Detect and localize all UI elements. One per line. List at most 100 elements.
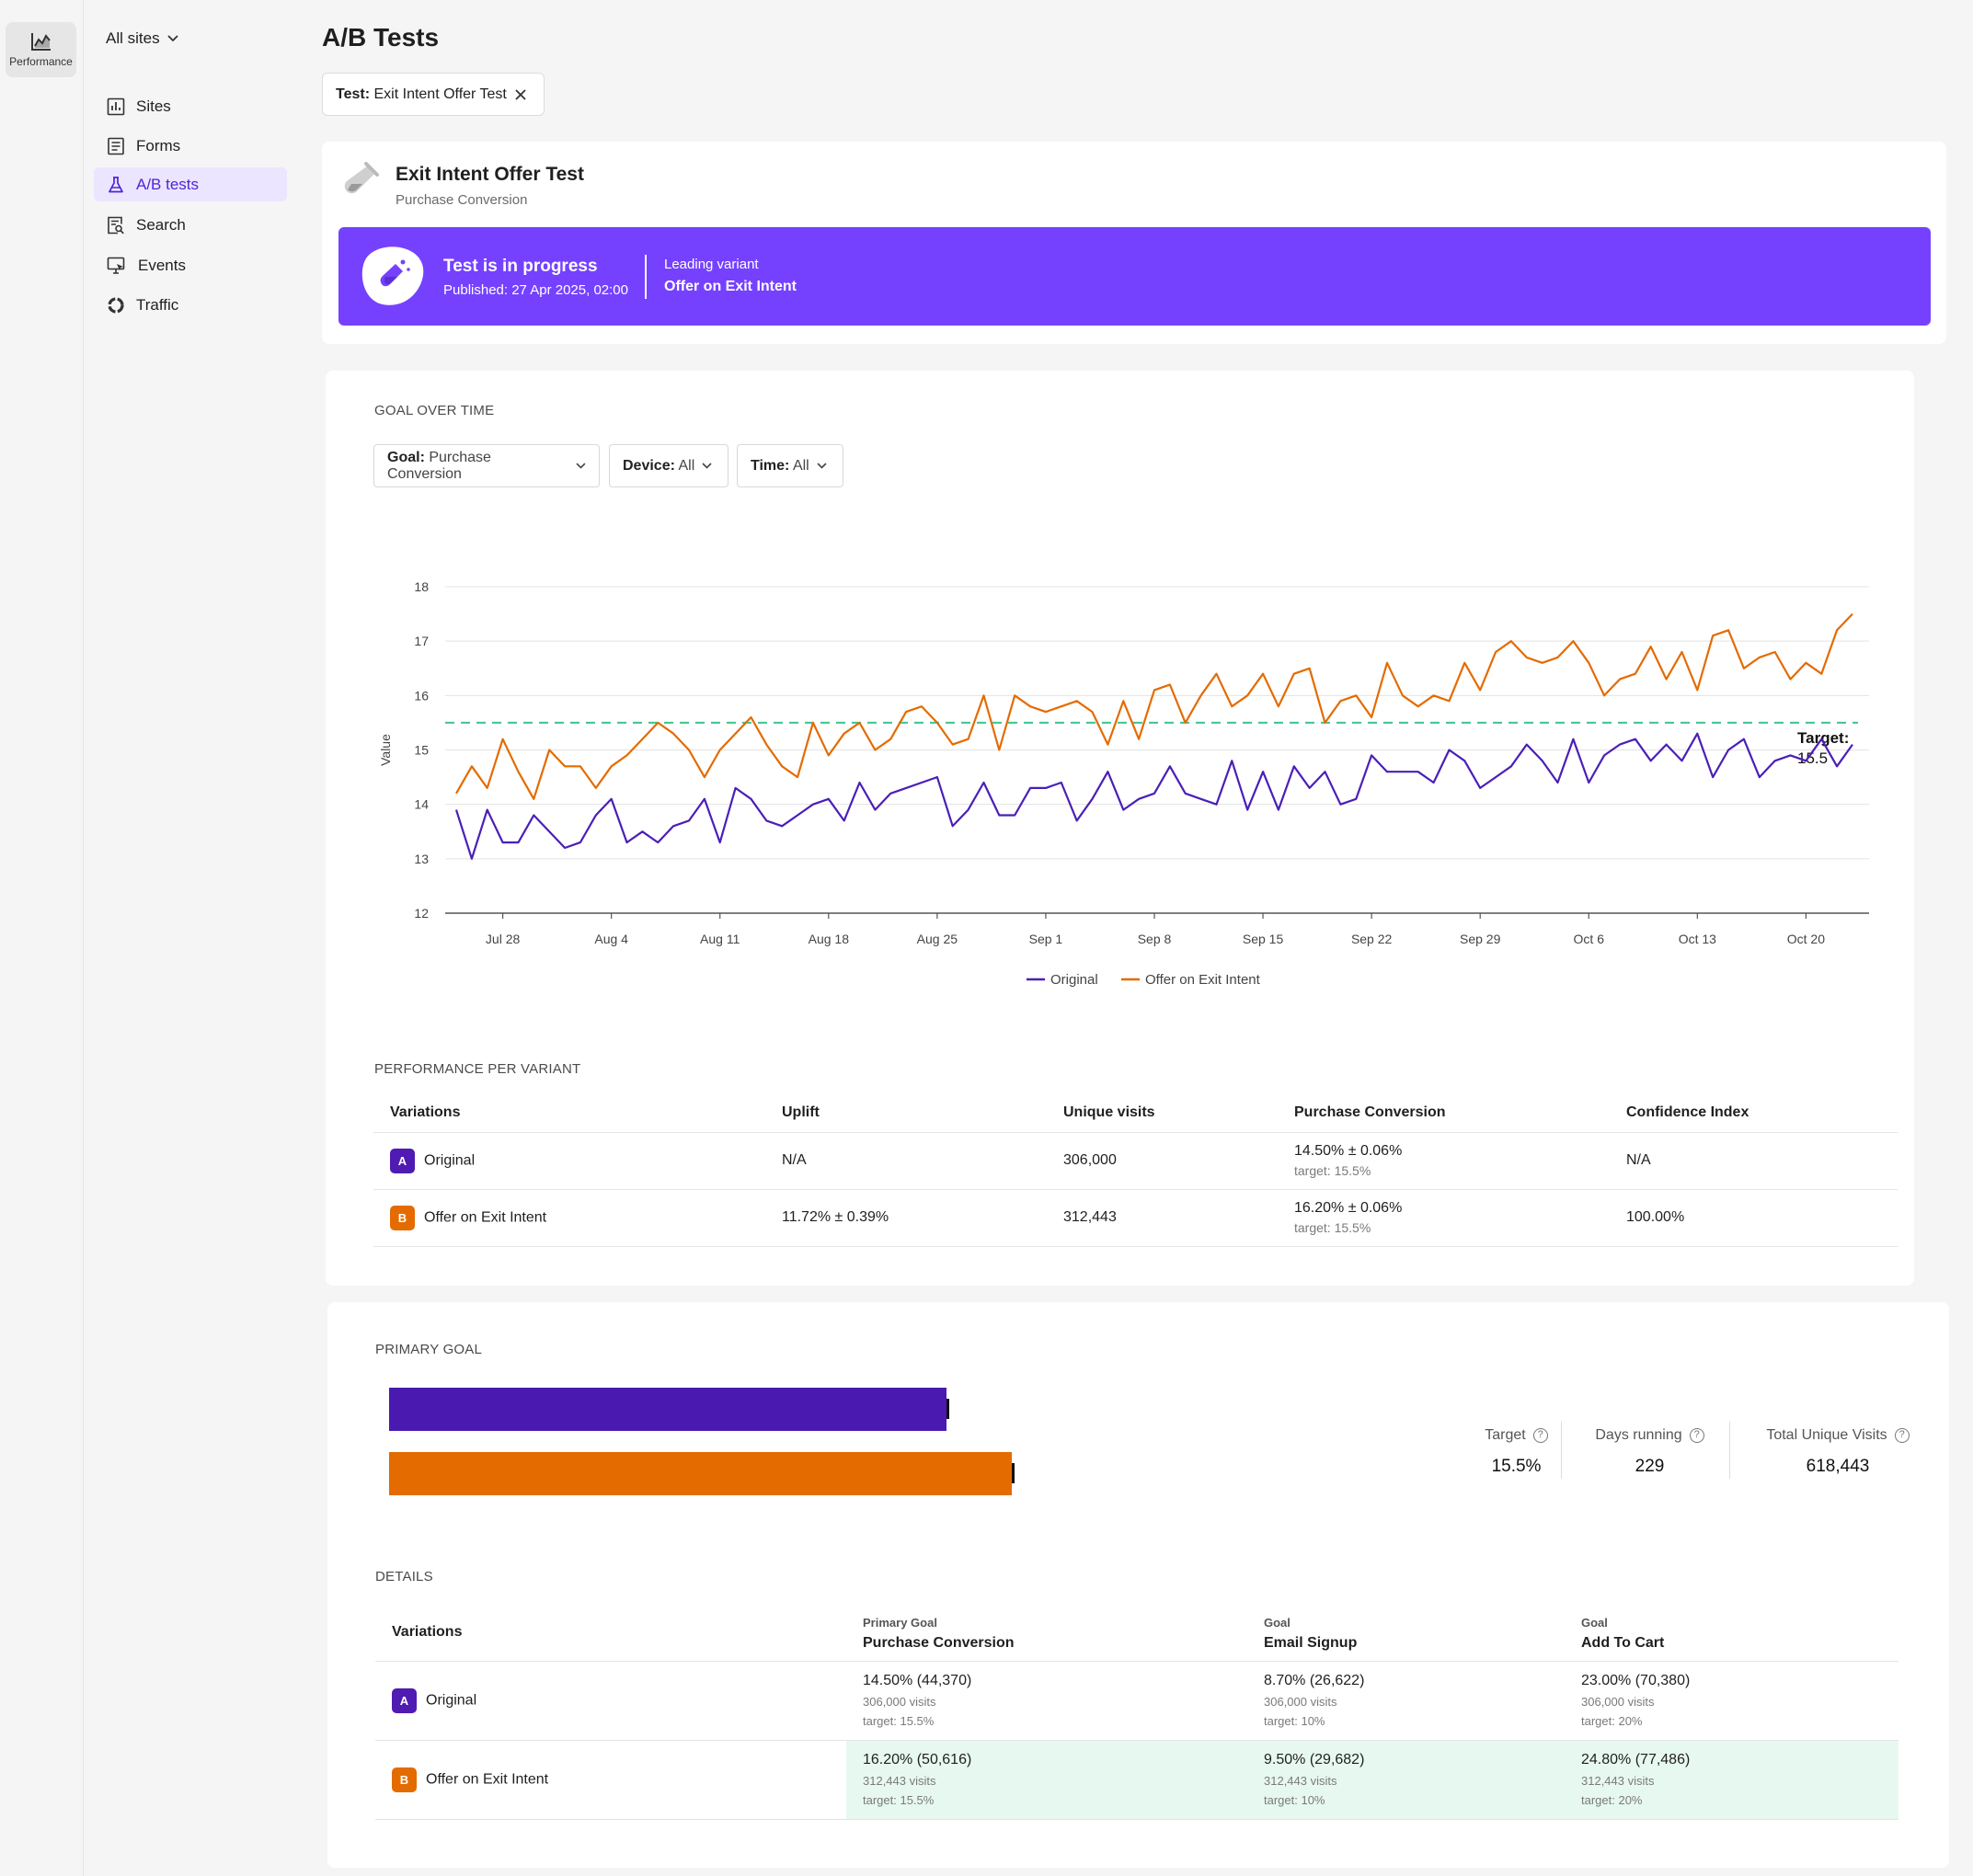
chevron-down-icon — [166, 35, 178, 42]
column-header: Variations — [373, 1093, 765, 1133]
variant-cell: A Original — [373, 1132, 765, 1190]
stat-value: 15.5% — [1491, 1457, 1542, 1476]
test-goal: Purchase Conversion — [396, 192, 528, 208]
column-header: Confidence Index — [1610, 1093, 1898, 1133]
table-row[interactable]: A Original N/A 306,000 14.50% ± 0.06% targ… — [373, 1132, 1898, 1190]
device-filter-text: Device: All — [623, 458, 694, 475]
help-icon[interactable]: ? — [1894, 1427, 1910, 1443]
primary-goal-bar-offer — [389, 1452, 1015, 1495]
bar-chart-icon — [107, 97, 125, 115]
goal-visits: 306,000 visits — [863, 1695, 936, 1709]
sidebar-item-label: Traffic — [136, 295, 179, 314]
x-tick-label: Sep 15 — [1243, 932, 1284, 946]
events-icon — [107, 257, 125, 274]
help-icon[interactable]: ? — [1689, 1427, 1704, 1443]
goal-value: 16.20% (50,616) — [863, 1752, 972, 1767]
goal-cell-winning: 9.50% (29,682) 312,443 visits target: 10% — [1247, 1740, 1565, 1820]
goal-over-time-card: GOAL OVER TIME Goal: Purchase Conversion… — [326, 371, 1914, 1286]
table-row[interactable]: B Offer on Exit Intent 11.72% ± 0.39% 312… — [373, 1189, 1898, 1247]
stat-label: Days running — [1595, 1427, 1682, 1443]
target-label: Target: — [1797, 729, 1849, 747]
column-header: Unique visits — [1047, 1093, 1278, 1133]
goal-cell: 8.70% (26,622) 306,000 visits target: 10% — [1247, 1661, 1565, 1741]
x-tick-label: Sep 22 — [1351, 932, 1393, 946]
dropdown-value: All — [678, 457, 695, 474]
variant-cell: B Offer on Exit Intent — [375, 1740, 846, 1820]
x-tick-label: Aug 11 — [700, 932, 740, 946]
sidebar-item-sites[interactable]: Sites — [94, 89, 287, 123]
goal-target: target: 10% — [1264, 1793, 1325, 1807]
sidebar-item-ab-tests[interactable]: A/B tests — [94, 167, 287, 201]
variant-badge: B — [390, 1205, 415, 1230]
goal-visits: 306,000 visits — [1264, 1695, 1337, 1709]
goal-target: target: 15.5% — [863, 1714, 935, 1728]
x-tick-label: Aug 25 — [917, 932, 958, 946]
uplift-cell: 11.72% ± 0.39% — [765, 1189, 1047, 1247]
goal-value: 9.50% (29,682) — [1264, 1752, 1365, 1767]
variant-name: Offer on Exit Intent — [426, 1771, 549, 1788]
sidebar-item-events[interactable]: Events — [94, 248, 287, 282]
legend-label: Offer on Exit Intent — [1145, 972, 1261, 988]
goal-cell: 23.00% (70,380) 306,000 visits target: 20% — [1565, 1661, 1898, 1741]
close-icon[interactable] — [514, 88, 527, 101]
goal-cell-winning: 24.80% (77,486) 312,443 visits target: 20% — [1565, 1740, 1898, 1820]
sidebar-item-label: A/B tests — [136, 175, 200, 193]
stat-label: Total Unique Visits — [1766, 1427, 1887, 1443]
column-header: Variations — [375, 1606, 846, 1662]
sidebar-item-traffic[interactable]: Traffic — [94, 288, 287, 322]
stat-days-running: Days running? 229 — [1578, 1427, 1721, 1477]
help-icon[interactable]: ? — [1532, 1427, 1548, 1443]
goal-target: target: 15.5% — [863, 1793, 935, 1807]
table-row[interactable]: B Offer on Exit Intent 16.20% (50,616) 312… — [375, 1740, 1898, 1820]
visits-cell: 312,443 — [1047, 1189, 1278, 1247]
target-label-value: 15.5 — [1797, 749, 1828, 767]
y-tick-label: 17 — [414, 634, 429, 648]
variant-name: Original — [424, 1152, 476, 1169]
time-filter-dropdown[interactable]: Time: All — [737, 444, 843, 487]
chevron-down-icon — [702, 463, 712, 469]
goal-line-chart: 12 13 14 15 16 17 18 Jul 28 Aug 4 Aug 11 Aug 18 Aug… — [378, 579, 1869, 988]
goal-name: Purchase Conversion — [863, 1634, 1015, 1651]
goal-target: target: 20% — [1581, 1714, 1643, 1728]
dropdown-key: Time: — [751, 457, 790, 474]
dropdown-value: All — [792, 457, 809, 474]
primary-goal-bar-original — [389, 1388, 949, 1431]
conversion-value: 14.50% ± 0.06% — [1294, 1143, 1403, 1159]
traffic-icon — [108, 296, 124, 314]
series-line-original — [454, 732, 1853, 860]
goal-filter-text: Goal: Purchase Conversion — [387, 450, 568, 483]
device-filter-dropdown[interactable]: Device: All — [609, 444, 728, 487]
x-tick-label: Oct 6 — [1574, 932, 1605, 946]
y-tick-label: 16 — [414, 688, 429, 703]
stat-label: Target — [1485, 1427, 1526, 1443]
leading-variant-value: Offer on Exit Intent — [664, 279, 797, 294]
column-header: Goal Email Signup — [1247, 1606, 1565, 1662]
variant-cell: A Original — [375, 1661, 846, 1741]
stat-divider — [1561, 1422, 1562, 1479]
form-icon — [108, 137, 124, 154]
rail-item-performance[interactable]: Performance — [6, 22, 76, 77]
x-tick-label: Jul 28 — [486, 932, 521, 946]
variant-badge: A — [392, 1687, 417, 1713]
goal-kind: Goal — [1581, 1615, 1608, 1630]
stat-total-visits: Total Unique Visits? 618,443 — [1751, 1427, 1924, 1477]
x-tick-label: Aug 18 — [809, 932, 850, 946]
section-label: DETAILS — [375, 1569, 433, 1584]
x-tick-label: Oct 13 — [1679, 932, 1716, 946]
goal-cell-winning: 16.20% (50,616) 312,443 visits target: 15.… — [846, 1740, 1247, 1820]
x-tick-label: Sep 1 — [1029, 932, 1063, 946]
filter-chip-key: Test: — [336, 86, 371, 102]
visits-cell: 306,000 — [1047, 1132, 1278, 1190]
sidebar-item-forms[interactable]: Forms — [94, 129, 287, 163]
variant-badge: A — [390, 1148, 415, 1173]
site-selector[interactable]: All sites — [106, 29, 178, 48]
sidebar-item-search[interactable]: Search — [94, 208, 287, 242]
performance-table: Variations Uplift Unique visits Purchase… — [373, 1093, 1898, 1247]
goal-cell: 14.50% (44,370) 306,000 visits target: 15.… — [846, 1661, 1247, 1741]
table-row[interactable]: A Original 14.50% (44,370) 306,000 visits t… — [375, 1661, 1898, 1741]
filter-chip[interactable]: Test: Exit Intent Offer Test — [322, 73, 545, 116]
variant-name: Offer on Exit Intent — [424, 1209, 547, 1226]
chevron-down-icon — [576, 463, 586, 469]
goal-filter-dropdown[interactable]: Goal: Purchase Conversion — [373, 444, 600, 487]
section-label: GOAL OVER TIME — [374, 403, 495, 418]
